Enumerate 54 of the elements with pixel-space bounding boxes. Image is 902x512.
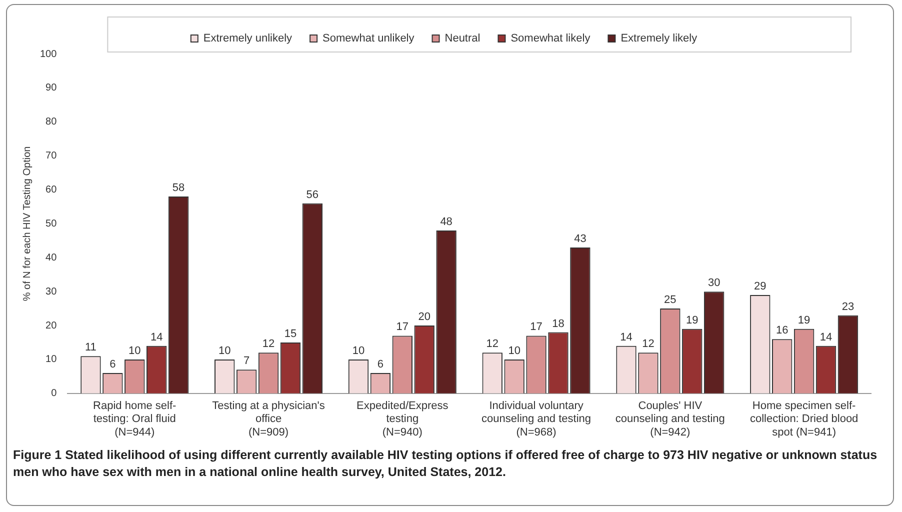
data-label: 56 (306, 188, 319, 201)
legend-label: Neutral (444, 32, 480, 45)
data-label: 10 (508, 344, 520, 357)
x-tick-label: Individual voluntary counseling and testing (N=968) (482, 400, 592, 438)
data-label: 25 (664, 294, 676, 306)
data-label: 16 (776, 324, 788, 337)
y-tick-label: 90 (46, 82, 58, 94)
data-label: 29 (754, 280, 766, 293)
x-tick-label: Testing at a physician's office (N=909) (212, 400, 326, 438)
legend-label: Extremely likely (620, 32, 698, 45)
y-tick-label: 100 (40, 48, 58, 60)
data-label: 10 (128, 344, 141, 357)
text: Figure 1 Stated likelihood of using different currently available HIV testing options if offered free of charge to 973 HIV negative or unknown status men who have sex with men in a national online health survey, United States, 2012. (13, 447, 878, 481)
data-label: 12 (486, 338, 498, 350)
y-tick-label: 20 (46, 320, 58, 332)
x-tick-label: Couples' HIV counseling and testing (N=942) (615, 400, 725, 438)
legend-label: Somewhat likely (510, 32, 591, 45)
data-label: 58 (172, 182, 185, 194)
x-tick-label: Home specimen self- collection: Dried blood spot (N=941) (750, 400, 858, 438)
data-label: 19 (686, 314, 698, 326)
y-tick-label: 70 (46, 150, 58, 162)
data-label: 17 (396, 321, 409, 334)
y-tick-label: 0 (51, 388, 58, 400)
data-label: 20 (418, 311, 430, 324)
data-label: 14 (620, 331, 632, 344)
data-label: 12 (642, 338, 654, 350)
y-tick-label: 60 (46, 184, 58, 196)
data-label: 14 (150, 331, 163, 344)
data-label: 43 (574, 232, 586, 245)
data-label: 11 (85, 342, 96, 354)
y-axis-title: % of N for each HIV Testing Option (22, 146, 33, 302)
data-label: 48 (440, 216, 452, 228)
data-label: 23 (842, 300, 854, 313)
y-tick-label: 10 (46, 354, 58, 366)
data-label: 10 (352, 344, 365, 357)
legend-label: Somewhat unlikely (322, 32, 415, 45)
data-label: 18 (552, 318, 564, 330)
x-tick-label: Expedited/Express testing (N=940) (356, 400, 449, 438)
data-label: 12 (262, 338, 275, 350)
y-tick-label: 50 (46, 218, 58, 230)
y-tick-label: 30 (46, 286, 58, 298)
x-tick-label: Rapid home self- testing: Oral fluid (N=944) (93, 400, 177, 438)
data-label: 15 (284, 328, 297, 340)
data-label: 19 (798, 314, 810, 326)
data-label: 6 (110, 358, 116, 371)
data-label: 30 (708, 277, 720, 290)
data-label: 6 (377, 358, 384, 371)
data-label: 17 (530, 321, 542, 334)
legend-label: Extremely unlikely (203, 32, 293, 45)
y-tick-label: 40 (46, 252, 58, 264)
data-label: 14 (820, 331, 832, 344)
data-label: 7 (243, 355, 250, 368)
y-tick-label: 80 (46, 116, 58, 128)
data-label: 10 (218, 344, 231, 357)
